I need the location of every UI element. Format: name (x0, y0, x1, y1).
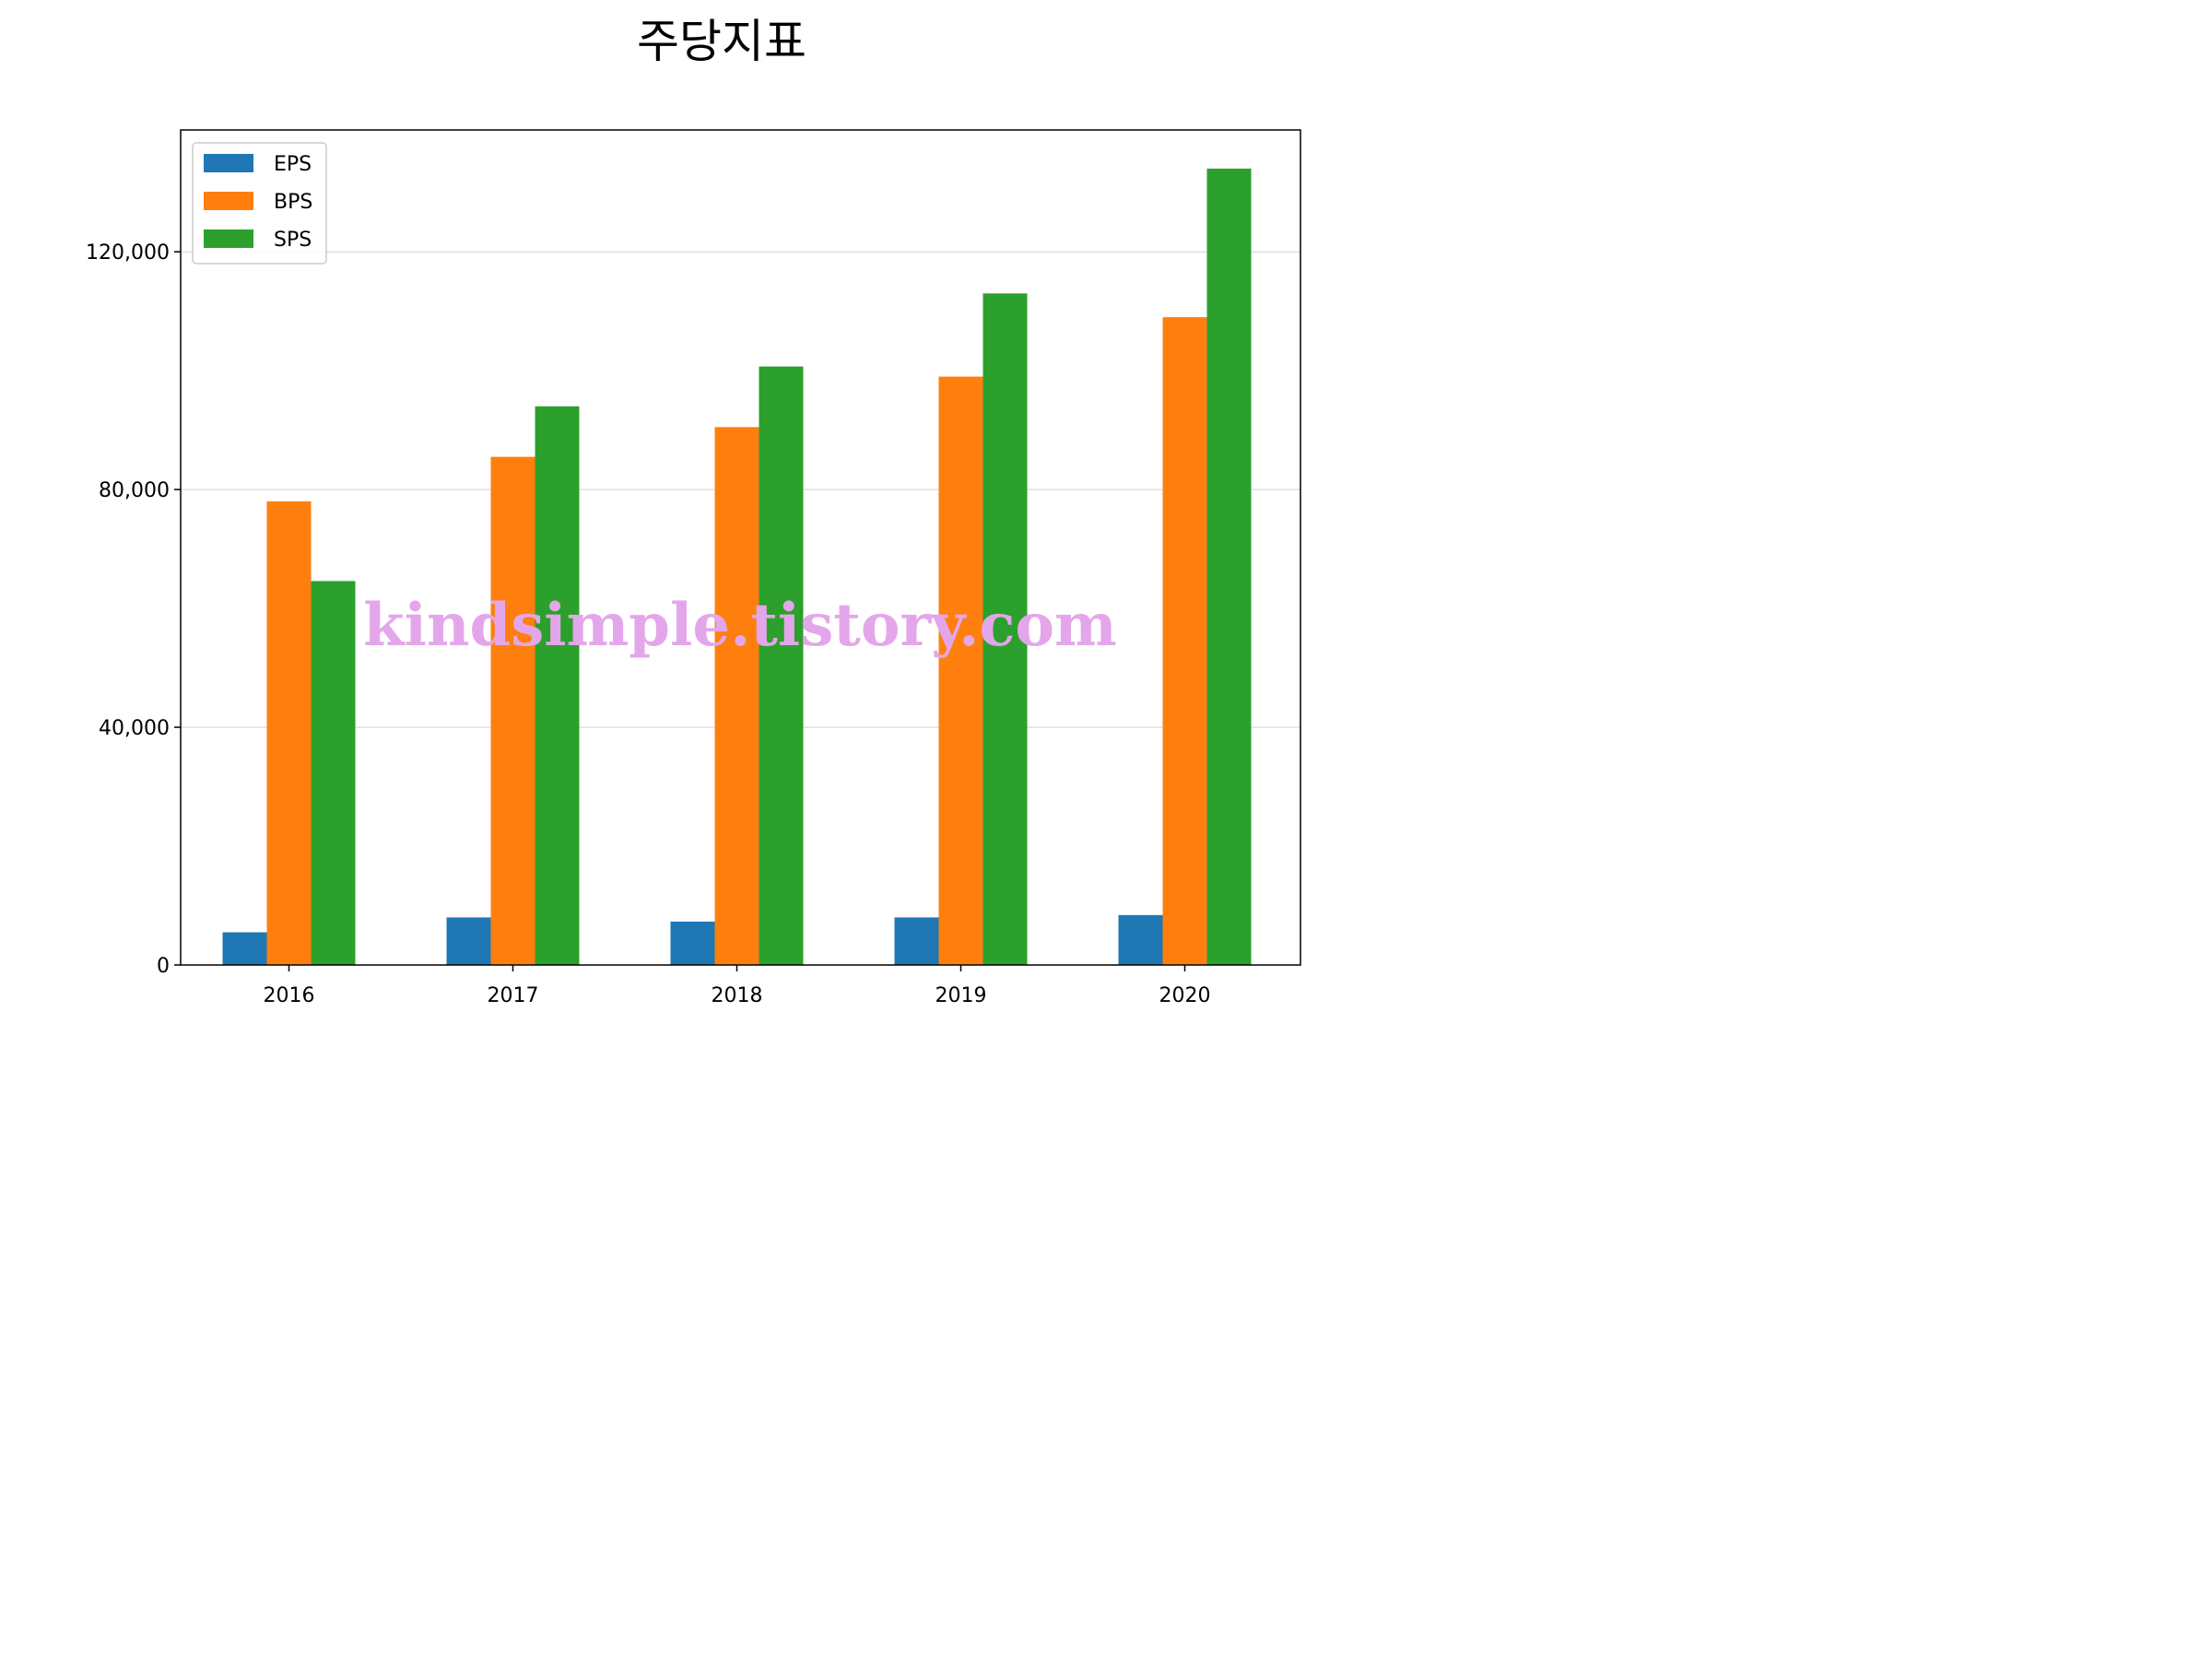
bar-sps-2017 (535, 406, 580, 965)
axes-frame (180, 129, 1301, 966)
x-tick-label: 2017 (488, 984, 539, 1007)
bar-eps-2018 (670, 921, 715, 965)
legend-swatch-eps (204, 154, 253, 172)
bar-sps-2019 (982, 293, 1028, 966)
y-tick-label: 40,000 (99, 717, 170, 740)
bar-eps-2017 (446, 917, 491, 965)
x-tick-label: 2018 (712, 984, 763, 1007)
chart-figure: 주당지표 0 40,000 80,000 120,000 2016 2017 2018 201… (86, 15, 1301, 1007)
legend-label-eps: EPS (274, 153, 312, 176)
bar-eps-2019 (894, 917, 939, 965)
x-tick-label: 2019 (935, 984, 987, 1007)
bar-sps-2020 (1206, 168, 1252, 965)
chart-title: 주당지표 (637, 15, 806, 68)
bar-bps-2019 (938, 376, 983, 966)
watermark-text: kindsimple.tistory.com (363, 591, 1116, 660)
legend-label-sps: SPS (274, 229, 312, 252)
x-tick-label: 2020 (1159, 984, 1211, 1007)
bar-sps-2018 (759, 366, 804, 966)
legend-swatch-bps (204, 192, 253, 210)
bar-sps-2016 (311, 581, 356, 965)
legend-swatch-sps (204, 229, 253, 248)
legend-label-bps: BPS (274, 191, 312, 214)
y-tick-label: 120,000 (86, 241, 170, 265)
y-tick-label: 80,000 (99, 479, 170, 502)
bar-eps-2016 (222, 932, 267, 965)
x-tick-label: 2016 (264, 984, 315, 1007)
bar-bps-2020 (1162, 317, 1207, 966)
y-tick-label: 0 (157, 955, 170, 978)
bar-bps-2018 (714, 427, 759, 965)
bar-bps-2017 (490, 456, 535, 965)
plot-area: 0 40,000 80,000 120,000 2016 2017 2018 2019 2020… (86, 129, 1301, 1007)
bar-bps-2016 (266, 501, 312, 965)
bar-eps-2020 (1118, 914, 1163, 965)
